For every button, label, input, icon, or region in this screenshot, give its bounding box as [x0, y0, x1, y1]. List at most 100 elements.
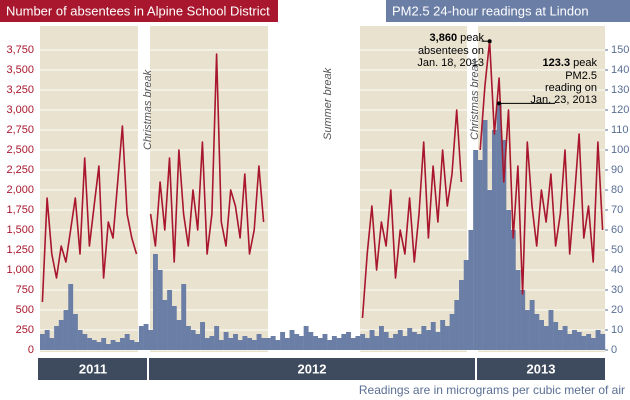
annotation-text: peak	[457, 32, 484, 44]
bar	[200, 322, 205, 350]
left-title: Number of absentees in Alpine School Dis…	[6, 3, 270, 18]
y-tick-label: 1,000	[6, 264, 34, 276]
y-tick-label: 1,250	[6, 244, 34, 256]
annotation-line: PM2.5	[565, 70, 597, 82]
bar	[242, 336, 248, 350]
bar	[167, 290, 173, 350]
bar	[553, 322, 559, 350]
y2-tick-label: 150	[611, 44, 629, 56]
bar	[143, 324, 149, 350]
annotation-line: reading on	[545, 82, 597, 94]
bar	[336, 338, 342, 350]
annotation-bold: 3,860	[430, 32, 458, 44]
bar	[181, 284, 187, 350]
bar	[459, 280, 464, 350]
annotation: 3,860 peak	[430, 32, 485, 44]
bar	[162, 300, 168, 350]
y-tick-label: 0	[28, 344, 34, 356]
bar	[374, 336, 380, 350]
school-period	[40, 26, 138, 352]
bar	[195, 334, 201, 350]
bar	[402, 336, 408, 350]
bar	[557, 330, 563, 350]
bar	[91, 340, 97, 350]
bar	[487, 190, 493, 350]
bar	[270, 336, 276, 350]
bar	[426, 330, 431, 350]
annotation-line: Jan. 18, 2013	[417, 57, 484, 69]
bar	[124, 334, 130, 350]
bar	[303, 326, 309, 350]
bar	[153, 254, 158, 350]
y-tick-label: 1,500	[6, 224, 34, 236]
bar	[369, 330, 375, 350]
y2-tick-label: 10	[611, 324, 623, 336]
bar	[134, 342, 140, 350]
y-tick-label: 3,750	[6, 44, 34, 56]
annotation-bold: 123.3	[543, 57, 571, 69]
bar	[317, 338, 323, 350]
year-label: 2011	[79, 361, 107, 376]
bar	[397, 330, 403, 350]
y-tick-label: 3,000	[6, 104, 34, 116]
y2-tick-label: 120	[611, 104, 629, 116]
absentee-line	[41, 40, 604, 319]
left-title-box	[0, 0, 278, 22]
bar	[477, 160, 483, 350]
bar	[63, 310, 69, 350]
bar	[454, 300, 460, 350]
bar	[590, 338, 596, 350]
bar	[529, 300, 535, 350]
bar	[77, 330, 83, 350]
bar	[421, 326, 427, 350]
bar	[105, 344, 111, 350]
bar	[190, 330, 196, 350]
bar	[171, 306, 177, 350]
bar	[482, 120, 488, 350]
bar	[449, 314, 455, 350]
bar	[534, 314, 540, 350]
y-tick-label: 2,000	[6, 184, 34, 196]
bar	[185, 326, 191, 350]
y2-tick-label: 20	[611, 304, 623, 316]
bar	[115, 342, 121, 350]
bar	[40, 334, 45, 350]
bar	[148, 330, 154, 350]
annotation-line: Jan. 23, 2013	[530, 94, 597, 106]
bar	[600, 334, 606, 350]
annotation-line: absentees on	[418, 45, 484, 57]
bar	[228, 338, 234, 350]
bar	[492, 130, 497, 350]
y-tick-label: 750	[16, 284, 34, 296]
bar	[567, 334, 573, 350]
bar	[473, 150, 479, 350]
y2-tick-label: 40	[611, 264, 623, 276]
bar	[515, 270, 521, 350]
bar	[463, 260, 469, 350]
y2-tick-label: 110	[611, 124, 629, 136]
bar	[251, 340, 257, 350]
y-tick-label: 1,750	[6, 204, 34, 216]
bar	[138, 326, 144, 350]
bar	[157, 270, 163, 350]
bar	[595, 330, 601, 350]
bar	[313, 336, 318, 350]
bar	[586, 334, 592, 350]
bar	[266, 338, 271, 350]
bar	[87, 338, 92, 350]
bar	[322, 334, 328, 350]
y2-tick-label: 130	[611, 84, 629, 96]
annotation: 123.3 peak	[543, 57, 598, 69]
bar	[393, 334, 399, 350]
bar	[54, 326, 60, 350]
y2-tick-label: 80	[611, 184, 623, 196]
bar	[218, 340, 224, 350]
break-label: Summer break	[322, 67, 334, 140]
bar	[298, 336, 304, 350]
y2-tick-label: 140	[611, 64, 629, 76]
bar	[440, 320, 446, 350]
bar	[284, 338, 290, 350]
bar	[294, 334, 300, 350]
